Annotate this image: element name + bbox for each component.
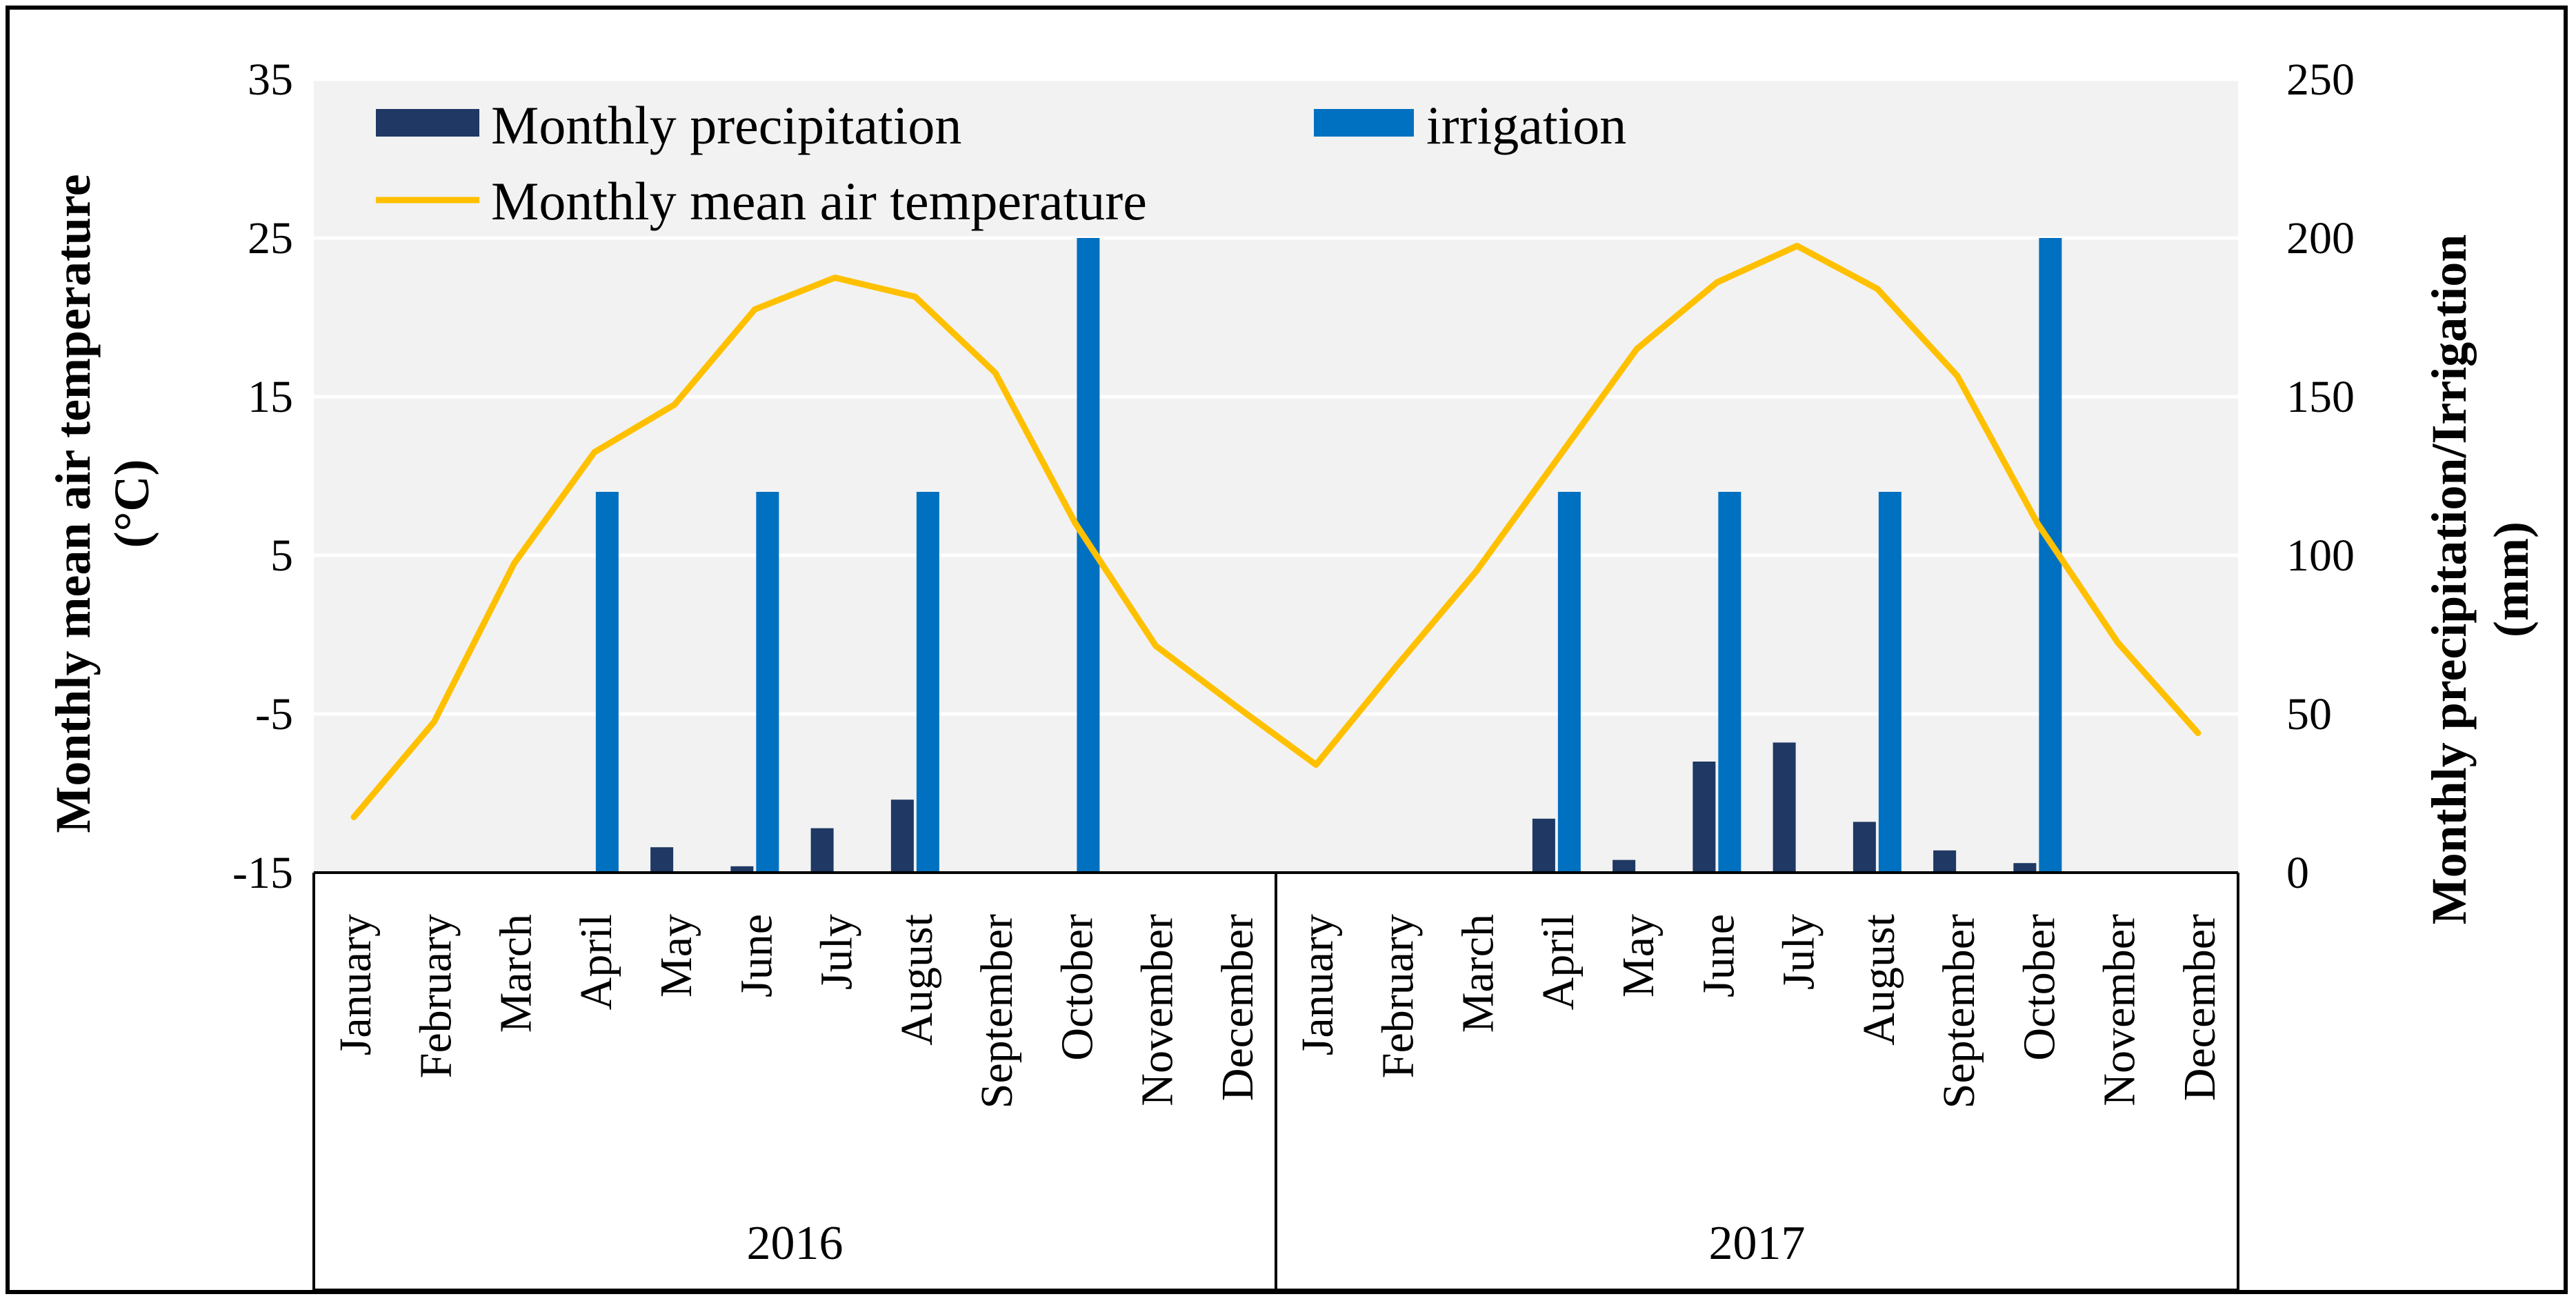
gridlines bbox=[314, 77, 2238, 716]
month-label: May bbox=[651, 914, 701, 997]
month-label: April bbox=[571, 914, 621, 1010]
month-label: January bbox=[330, 914, 381, 1055]
month-label: July bbox=[1774, 914, 1824, 990]
precipitation-bar bbox=[1773, 742, 1796, 873]
right-axis-tick-label: 200 bbox=[2286, 213, 2355, 264]
month-label: June bbox=[731, 914, 781, 997]
month-label: April bbox=[1533, 914, 1584, 1010]
legend-swatch-irrigation bbox=[1314, 109, 1414, 137]
precipitation-bar bbox=[810, 828, 834, 873]
month-label: November bbox=[1132, 914, 1183, 1106]
precipitation-bar bbox=[1693, 762, 1716, 873]
temperature-line bbox=[350, 243, 2201, 820]
legend-label-temperature: Monthly mean air temperature bbox=[491, 171, 1147, 231]
month-label: May bbox=[1613, 914, 1664, 997]
plot-area bbox=[314, 79, 2238, 873]
year-label: 2016 bbox=[747, 1217, 843, 1270]
legend: Monthly precipitation irrigation Monthly m… bbox=[376, 95, 1626, 231]
precipitation-bar bbox=[730, 866, 754, 873]
month-label: February bbox=[1372, 914, 1423, 1078]
month-label: February bbox=[410, 914, 461, 1078]
month-label: March bbox=[491, 914, 541, 1033]
right-axis-title: Monthly precipitation/Irrigation bbox=[2422, 235, 2477, 925]
month-label: August bbox=[1854, 914, 1904, 1046]
month-label: November bbox=[2095, 914, 2145, 1106]
irrigation-bar bbox=[1878, 492, 1901, 873]
left-axis-tick-label: -5 bbox=[255, 689, 293, 739]
irrigation-bar bbox=[756, 492, 779, 873]
precipitation-bar bbox=[1933, 850, 1957, 873]
legend-swatch-precipitation bbox=[376, 109, 479, 137]
left-axis-tick-label: 15 bbox=[248, 372, 293, 422]
axes: 35 25 15 5 -5 -15 250 200 150 100 50 0 January Februa… bbox=[232, 54, 2355, 1291]
bar-series bbox=[595, 238, 2062, 873]
irrigation-bar bbox=[1718, 492, 1741, 873]
month-label: August bbox=[892, 914, 942, 1046]
month-label: January bbox=[1292, 914, 1343, 1055]
right-axis-tick-label: 50 bbox=[2286, 689, 2332, 739]
left-axis-title: Monthly mean air temperature bbox=[46, 174, 101, 833]
right-axis-tick-label: 0 bbox=[2286, 848, 2309, 898]
right-axis-tick-label: 250 bbox=[2286, 54, 2355, 105]
month-label: October bbox=[1052, 914, 1102, 1061]
precipitation-bar bbox=[2013, 863, 2037, 873]
legend-label-irrigation: irrigation bbox=[1426, 95, 1626, 155]
precipitation-bar bbox=[890, 800, 914, 873]
left-axis-tick-label: 5 bbox=[270, 530, 293, 581]
precipitation-bar bbox=[1613, 860, 1636, 873]
temperature-line-series bbox=[350, 243, 2201, 820]
month-label: December bbox=[2175, 914, 2225, 1101]
right-axis-title-unit: (mm) bbox=[2484, 522, 2539, 637]
month-label: September bbox=[972, 914, 1022, 1109]
left-axis-title-unit: (°C) bbox=[104, 459, 159, 548]
irrigation-bar bbox=[595, 492, 619, 873]
month-label: October bbox=[2014, 914, 2064, 1061]
month-label: June bbox=[1693, 914, 1744, 997]
left-axis-tick-label: 25 bbox=[248, 213, 293, 264]
month-label: September bbox=[1934, 914, 1984, 1109]
precipitation-bar bbox=[1532, 818, 1555, 873]
right-axis-tick-label: 100 bbox=[2286, 530, 2355, 581]
precipitation-bar bbox=[650, 847, 674, 873]
irrigation-bar bbox=[1557, 492, 1581, 873]
month-label: July bbox=[812, 914, 862, 990]
right-axis-tick-label: 150 bbox=[2286, 372, 2355, 422]
left-axis-tick-label: 35 bbox=[248, 54, 293, 105]
legend-label-precipitation: Monthly precipitation bbox=[491, 95, 961, 155]
year-label: 2017 bbox=[1709, 1217, 1806, 1270]
left-axis-tick-label: -15 bbox=[232, 848, 293, 898]
month-label: March bbox=[1453, 914, 1504, 1033]
irrigation-bar bbox=[916, 492, 939, 873]
month-label: December bbox=[1212, 914, 1263, 1101]
precipitation-bar bbox=[1853, 822, 1876, 873]
